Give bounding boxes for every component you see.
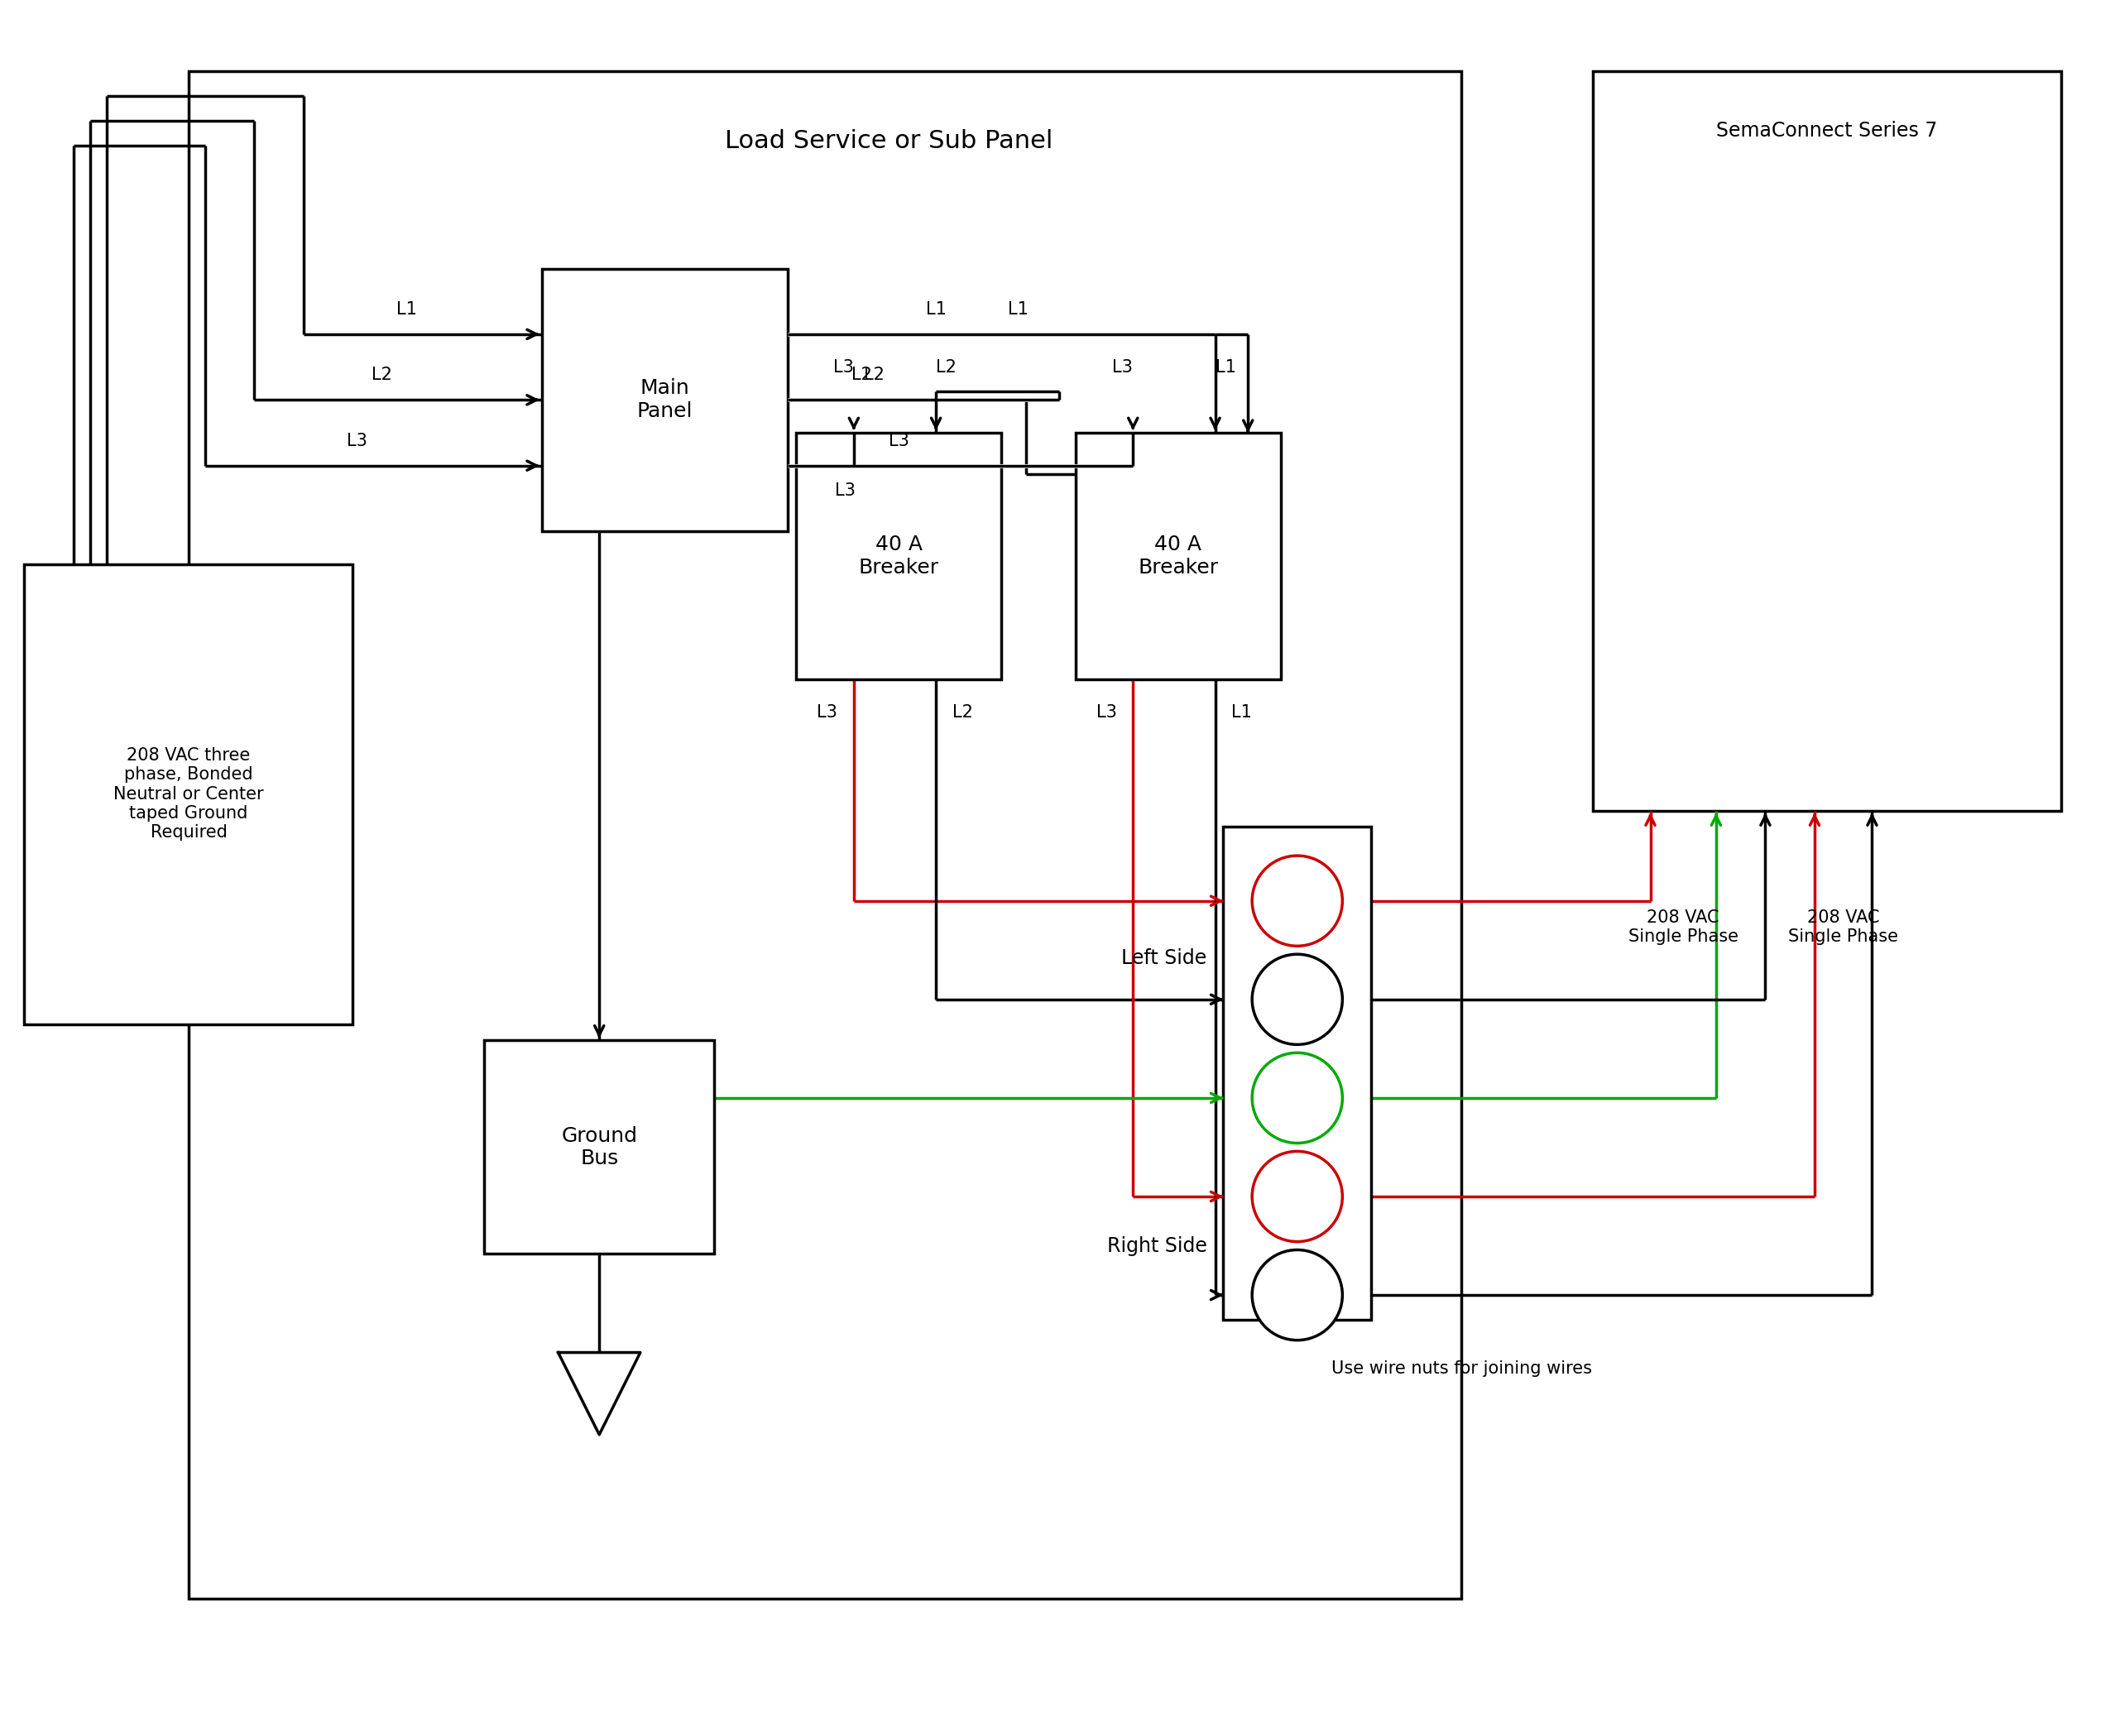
Text: L1: L1: [1215, 359, 1236, 375]
Text: L1: L1: [926, 302, 945, 318]
Text: Main
Panel: Main Panel: [637, 378, 692, 422]
Circle shape: [1251, 1052, 1342, 1142]
Circle shape: [1251, 1250, 1342, 1340]
Text: 40 A
Breaker: 40 A Breaker: [1137, 535, 1217, 578]
Bar: [795, 432, 1002, 679]
Bar: [25, 564, 352, 1024]
Text: L2: L2: [865, 366, 884, 384]
Text: Load Service or Sub Panel: Load Service or Sub Panel: [724, 128, 1053, 153]
Text: 208 VAC
Single Phase: 208 VAC Single Phase: [1789, 910, 1899, 944]
Bar: [1593, 71, 2061, 811]
Text: L3: L3: [1095, 703, 1116, 720]
Text: Left Side: Left Side: [1123, 948, 1207, 969]
Bar: [188, 71, 1462, 1599]
Text: L3: L3: [888, 432, 909, 450]
Text: 208 VAC
Single Phase: 208 VAC Single Phase: [1629, 910, 1739, 944]
Text: 208 VAC three
phase, Bonded
Neutral or Center
taped Ground
Required: 208 VAC three phase, Bonded Neutral or C…: [114, 748, 264, 840]
Text: L3: L3: [1112, 359, 1133, 375]
Text: L1: L1: [1009, 302, 1028, 318]
Text: L1: L1: [397, 302, 416, 318]
Text: SemaConnect Series 7: SemaConnect Series 7: [1715, 122, 1937, 141]
Text: L1: L1: [1232, 703, 1251, 720]
Text: L2: L2: [952, 703, 973, 720]
Text: L2: L2: [852, 366, 871, 384]
Bar: [485, 1040, 713, 1253]
Text: Ground
Bus: Ground Bus: [561, 1125, 637, 1168]
Text: Right Side: Right Side: [1108, 1236, 1207, 1255]
Text: L2: L2: [371, 366, 392, 384]
Bar: [1076, 432, 1281, 679]
Text: 40 A
Breaker: 40 A Breaker: [859, 535, 939, 578]
Text: L3: L3: [836, 483, 857, 498]
Bar: [1224, 826, 1372, 1319]
Bar: [542, 269, 789, 531]
Circle shape: [1251, 856, 1342, 946]
Text: L3: L3: [346, 432, 367, 450]
Text: L2: L2: [937, 359, 956, 375]
Text: Use wire nuts for joining wires: Use wire nuts for joining wires: [1331, 1361, 1591, 1377]
Text: L3: L3: [833, 359, 855, 375]
Circle shape: [1251, 1151, 1342, 1241]
Text: L3: L3: [817, 703, 838, 720]
Circle shape: [1251, 955, 1342, 1045]
